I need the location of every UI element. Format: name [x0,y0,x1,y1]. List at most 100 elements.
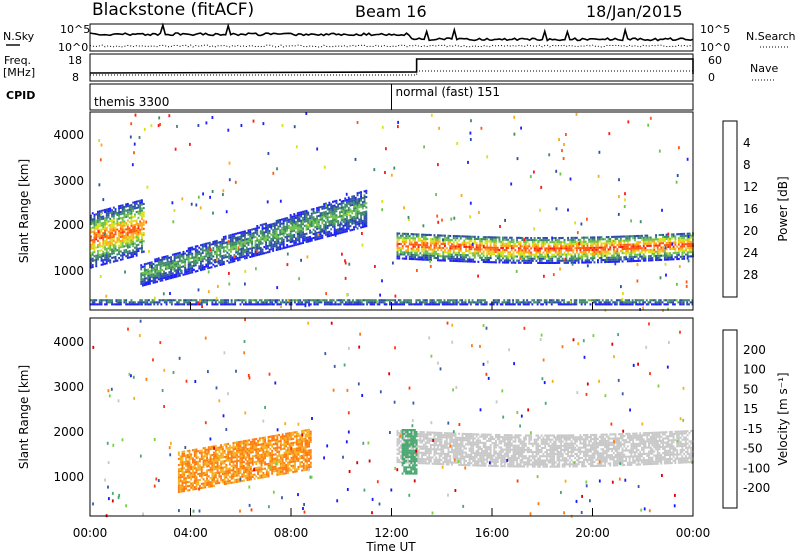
heatmap-cell [665,237,668,240]
heatmap-cell [351,220,354,223]
heatmap-cell [570,255,573,258]
heatmap-cell [112,212,115,215]
heatmap-cell [308,303,311,307]
heatmap-cell [125,213,128,216]
heatmap-cell [688,236,691,239]
heatmap-cell [533,249,536,252]
heatmap-cell [431,250,434,253]
heatmap-cell [142,227,145,230]
heatmap-cell [354,221,357,224]
heatmap-cell [221,301,224,304]
heatmap-cell [214,242,216,245]
heatmap-cell [175,265,178,268]
heatmap-cell [540,253,543,256]
heatmap-cell [240,245,243,248]
heatmap-cell [208,252,211,255]
heatmap-cell [405,234,408,237]
heatmap-cell [128,252,131,255]
heatmap-cell [332,200,334,203]
heatmap-cell [208,256,211,259]
heatmap-cell [175,269,178,272]
heatmap-cell [142,278,144,281]
heatmap-cell [512,257,515,260]
heatmap-cell [148,299,150,302]
heatmap-cell [565,247,568,250]
heatmap-cell [510,238,513,241]
heatmap-cell [580,299,583,302]
heatmap-cell [609,260,612,263]
heatmap-cell [672,303,674,306]
heatmap-cell [105,249,108,252]
heatmap-cell [181,463,184,466]
heatmap-cell [355,303,358,306]
heatmap-cell [677,247,680,250]
heatmap-cell [144,303,147,306]
heatmap-cell [213,303,215,306]
heatmap-cell [142,282,144,285]
heatmap-cell [102,215,105,218]
heatmap-cell [177,270,180,273]
heatmap-cell [639,253,642,256]
heatmap-cell [279,245,282,248]
heatmap-cell [356,212,359,215]
heatmap-cell [591,242,594,245]
heatmap-cell [572,241,575,244]
heatmap-cell [485,303,488,306]
heatmap-cell [132,240,135,243]
heatmap-cell [134,205,136,208]
heatmap-cell [435,242,438,245]
heatmap-cell [598,257,601,260]
heatmap-cell [537,261,540,264]
heatmap-cell [276,167,278,171]
heatmap-cell [500,240,503,243]
heatmap-cell [123,241,126,244]
heatmap-cell [263,227,266,230]
heatmap-cell [590,257,592,260]
heatmap-cell [649,251,652,254]
heatmap-cell [289,218,292,221]
heatmap-cell [154,277,157,280]
heatmap-cell [473,248,476,251]
heatmap-cell [505,303,507,306]
heatmap-cell [412,243,415,246]
heatmap-cell [484,261,487,264]
heatmap-cell [369,299,372,302]
heatmap-cell [107,251,110,254]
heatmap-cell [553,247,555,250]
heatmap-cell [247,231,250,234]
heatmap-cell [282,228,285,231]
heatmap-cell [105,303,108,306]
heatmap-cell [356,223,359,226]
heatmap-cell [164,265,167,268]
heatmap-cell [509,245,511,248]
heatmap-cell [157,263,160,266]
heatmap-cell [656,256,659,259]
heatmap-cell [266,234,269,237]
heatmap-cell [681,245,684,248]
heatmap-cell [503,236,506,239]
heatmap-cell [185,460,187,463]
heatmap-cell [302,237,304,240]
heatmap-cell [130,255,133,258]
heatmap-cell [536,299,539,302]
heatmap-cell [546,237,548,240]
heatmap-cell [200,476,203,479]
heatmap-cell [91,259,94,262]
heatmap-cell [315,301,317,304]
heatmap-cell [111,238,113,241]
heatmap-cell [231,237,234,240]
heatmap-cell [139,228,142,231]
heatmap-cell [305,218,308,221]
heatmap-cell [533,237,536,240]
heatmap-cell [170,264,172,267]
heatmap-cell [205,246,208,249]
heatmap-cell [279,219,282,222]
heatmap-cell [289,232,292,235]
heatmap-cell [669,256,671,259]
heatmap-cell [114,210,117,213]
cpid-panel: CPID themis 3300 normal (fast) 151 [6,83,694,111]
heatmap-cell [662,250,664,253]
heatmap-cell [301,303,303,306]
heatmap-cell [159,259,162,262]
heatmap-cell [219,253,222,256]
